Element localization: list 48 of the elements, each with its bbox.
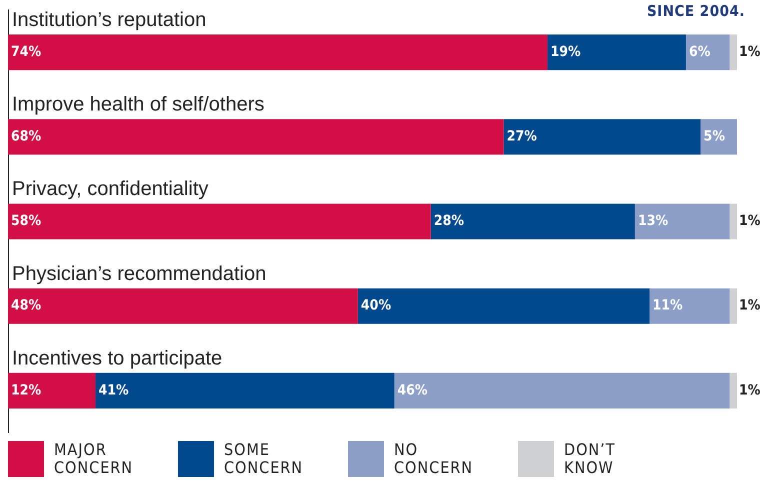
data-label: 13% bbox=[638, 213, 668, 230]
y-tick-label: Institution’s reputation bbox=[12, 9, 206, 32]
bar bbox=[430, 204, 635, 240]
bar bbox=[730, 372, 737, 408]
legend-label: NO CONCERN bbox=[394, 440, 474, 477]
bar bbox=[650, 288, 730, 324]
bar bbox=[8, 288, 358, 324]
y-tick-label: Physician’s recommendation bbox=[12, 262, 266, 285]
y-tick-label: Improve health of self/others bbox=[12, 94, 264, 116]
data-label: 58% bbox=[11, 213, 42, 230]
bar bbox=[686, 34, 730, 70]
bar bbox=[634, 204, 730, 240]
data-label: 27% bbox=[506, 128, 538, 145]
data-label: 68% bbox=[11, 128, 42, 145]
data-label: 1% bbox=[739, 44, 761, 60]
annotation: SINCE 2004. bbox=[646, 2, 745, 20]
y-tick-label: Incentives to participate bbox=[12, 347, 222, 370]
bar bbox=[700, 119, 737, 155]
data-label: 1% bbox=[739, 213, 761, 230]
bar bbox=[8, 372, 96, 408]
data-label: 6% bbox=[688, 44, 711, 60]
data-label: 5% bbox=[704, 128, 726, 145]
data-label: 40% bbox=[360, 298, 392, 314]
data-label: 28% bbox=[434, 213, 464, 230]
legend-label: MAJOR CONCERN bbox=[54, 440, 134, 477]
bar bbox=[730, 204, 737, 240]
bar bbox=[8, 34, 548, 70]
data-label: 19% bbox=[550, 44, 581, 60]
data-label: 74% bbox=[11, 44, 42, 60]
bar bbox=[504, 119, 701, 155]
bar bbox=[358, 288, 650, 324]
bar bbox=[730, 34, 737, 70]
bar bbox=[95, 372, 394, 408]
data-label: 1% bbox=[739, 382, 761, 398]
data-label: 48% bbox=[11, 298, 42, 314]
legend-label: SOME CONCERN bbox=[224, 440, 304, 477]
y-tick-label: Privacy, confidentiality bbox=[12, 178, 208, 200]
bar bbox=[8, 119, 504, 155]
data-label: 46% bbox=[397, 382, 428, 398]
legend-label: DON’T KNOW bbox=[564, 440, 617, 477]
bar bbox=[8, 204, 431, 240]
data-label: 41% bbox=[98, 382, 130, 398]
data-label: 11% bbox=[652, 298, 684, 314]
data-label: 12% bbox=[11, 382, 42, 398]
bar bbox=[547, 34, 686, 70]
bar bbox=[730, 288, 737, 324]
data-label: 1% bbox=[739, 298, 761, 314]
bar bbox=[394, 372, 730, 408]
